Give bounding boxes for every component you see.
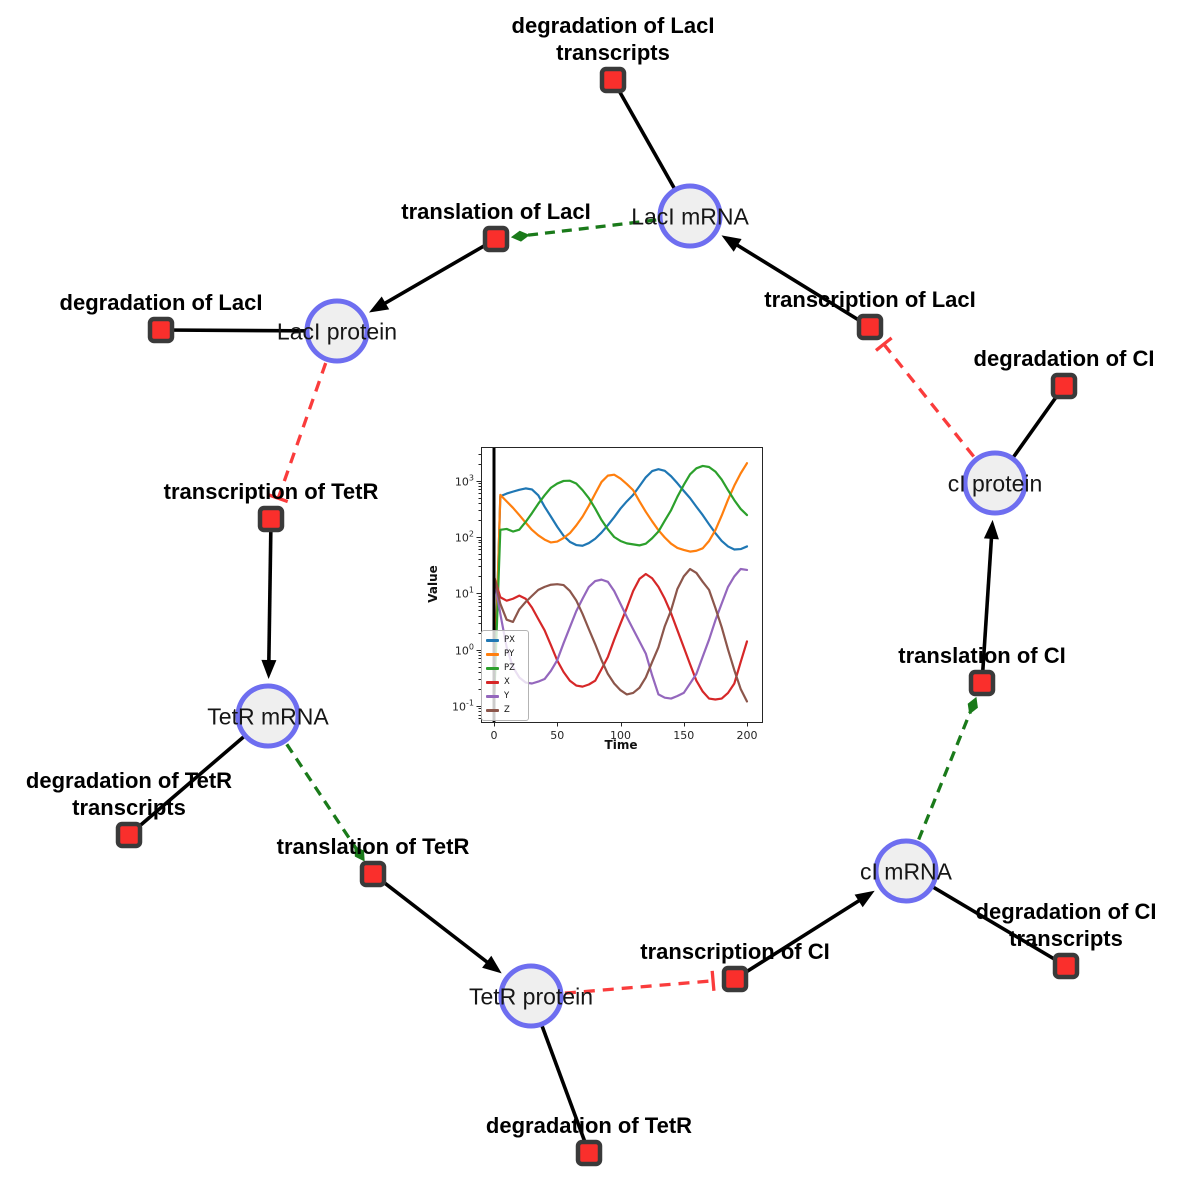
species-node-ci-protein[interactable] (962, 450, 1028, 516)
edge-tetr-mrna-translation-tetr (285, 743, 360, 853)
edge-translation-tetr-tetr-protein (482, 955, 502, 974)
legend-item: PY (486, 649, 524, 660)
y-tick-label: 103 (454, 473, 474, 489)
x-tick-label: 100 (610, 729, 631, 742)
reaction-node-transcription-tetr[interactable] (257, 505, 285, 533)
legend-item: PZ (486, 663, 524, 674)
edge-laci-protein-transcription-tetr (268, 493, 289, 504)
edge-transcription-tetr-tetr-mrna (266, 518, 273, 672)
edge-ci-protein-transcription-laci (874, 336, 893, 352)
reaction-node-translation-laci[interactable] (482, 225, 510, 253)
x-axis-label: Time (604, 738, 638, 752)
edge-transcription-ci-ci-mrna (734, 893, 869, 981)
edge-transcription-tetr-tetr-mrna (261, 659, 277, 679)
legend-label: PZ (504, 663, 515, 674)
x-tick-label: 200 (736, 729, 758, 742)
timeseries-chart: Time Value 0 50 100 150 200 10-1 100 101 102 103 … (426, 435, 785, 765)
edge-ci-mrna-translation-ci (917, 707, 974, 841)
edge-tetr-protein-transcription-ci (710, 970, 716, 991)
reaction-node-deg-ci-transcripts[interactable] (1052, 952, 1080, 980)
y-tick-label: 102 (454, 529, 474, 545)
reaction-node-deg-laci[interactable] (147, 316, 175, 344)
x-tick-label: 150 (673, 729, 695, 742)
reaction-node-deg-tetr-transcripts[interactable] (115, 821, 143, 849)
legend-item: Z (486, 705, 524, 716)
reaction-node-transcription-laci[interactable] (856, 313, 884, 341)
x-tick-label: 50 (550, 729, 565, 742)
species-node-laci-protein[interactable] (304, 298, 370, 364)
x-tick-label: 0 (490, 729, 498, 742)
legend-label: Z (504, 705, 510, 716)
legend-item: Y (486, 691, 524, 702)
legend-item: PX (486, 635, 524, 646)
reaction-node-deg-ci[interactable] (1050, 372, 1078, 400)
legend-swatch (486, 667, 499, 670)
edge-laci-mrna-translation-laci (510, 230, 530, 242)
reaction-node-deg-laci-transcripts[interactable] (599, 66, 627, 94)
edge-translation-ci-ci-protein (980, 527, 994, 684)
reaction-node-translation-ci[interactable] (968, 669, 996, 697)
edge-laci-mrna-translation-laci (522, 218, 657, 238)
edge-translation-ci-ci-protein (983, 519, 999, 540)
y-tick-label: 10-1 (452, 698, 474, 714)
edge-laci-protein-transcription-tetr (276, 362, 328, 499)
chart-legend: PX PY PZ X Y Z (481, 630, 529, 721)
legend-swatch (486, 653, 499, 656)
legend-swatch (486, 695, 499, 698)
legend-item: X (486, 677, 524, 688)
legend-swatch (486, 709, 499, 712)
species-node-laci-mrna[interactable] (657, 183, 723, 249)
legend-label: PY (504, 649, 515, 660)
edge-ci-mrna-translation-ci (967, 696, 978, 715)
species-node-tetr-mrna[interactable] (235, 683, 301, 749)
y-tick-label: 101 (454, 585, 474, 601)
edge-transcription-laci-laci-mrna (727, 238, 871, 329)
species-node-tetr-protein[interactable] (498, 963, 564, 1029)
legend-label: PX (504, 635, 515, 646)
edge-transcription-ci-ci-mrna (854, 890, 875, 908)
edge-transcription-laci-laci-mrna (721, 235, 742, 252)
edge-translation-laci-laci-protein (369, 296, 390, 313)
edge-translation-laci-laci-protein (374, 237, 497, 311)
legend-swatch (486, 681, 499, 684)
legend-swatch (486, 639, 499, 642)
y-tick-label: 100 (454, 642, 474, 657)
edge-ci-protein-transcription-laci (882, 343, 975, 458)
edge-tetr-protein-transcription-ci (564, 979, 714, 995)
reaction-node-translation-tetr[interactable] (359, 860, 387, 888)
edge-tetr-mrna-translation-tetr (354, 845, 365, 862)
legend-label: Y (504, 691, 510, 702)
edge-translation-tetr-tetr-protein (371, 872, 497, 970)
reaction-node-transcription-ci[interactable] (721, 965, 749, 993)
reaction-node-deg-tetr[interactable] (575, 1139, 603, 1167)
y-axis-label: Value (426, 565, 440, 603)
species-node-ci-mrna[interactable] (873, 838, 939, 904)
legend-label: X (504, 677, 510, 688)
